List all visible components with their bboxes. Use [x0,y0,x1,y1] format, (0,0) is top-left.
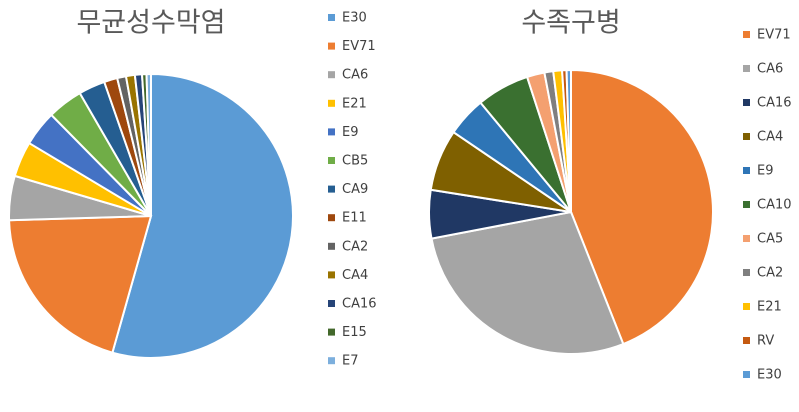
pie-slice [145,72,152,217]
pie-slice [111,72,294,359]
legend-label: E30 [342,11,367,26]
legend-label: E21 [342,96,367,111]
legend-label: CA9 [342,182,368,197]
chart-left: 무균성수막염 E30 EV71 CA6 E21 E9 CB5 CA9 E11 CA2 CA4 CA16… [8,8,377,369]
legend-marker [328,357,335,365]
legend-label: E9 [342,125,359,140]
legend-marker [743,269,750,276]
chart-title: 무균성수막염 [76,8,225,39]
legend-marker [328,214,335,222]
legend-marker [743,167,750,174]
legend-marker [328,71,335,79]
legend-marker [743,31,750,38]
legend-label: EV71 [757,28,791,43]
pie-slice [8,214,153,354]
legend-label: E9 [757,164,774,179]
legend-label: E11 [342,211,367,226]
legend-label: CA2 [342,239,368,254]
legend-label: CA16 [757,96,792,111]
legend-marker [743,371,750,378]
legend-label: CA10 [757,198,792,213]
legend-label: CA4 [342,268,368,283]
chart-title: 수족구병 [521,8,620,39]
legend-label: RV [757,334,774,349]
legend-label: E30 [757,368,782,383]
legend-label: EV71 [342,39,376,54]
legend-marker [328,14,335,21]
legend-label: CB5 [342,154,368,169]
legend-label: CA5 [757,232,783,247]
legend-marker [743,201,750,208]
legend-marker [328,328,335,336]
chart-right: 수족구병 EV71 CA6 CA16 CA4 E9 CA10 CA5 CA2 E21 RV E30 [428,8,792,383]
legend-label: CA4 [757,130,783,145]
legend-marker [743,235,750,242]
legend-marker [328,300,335,307]
legend-marker [328,42,335,50]
legend-label: E15 [342,325,367,340]
legend-marker [743,337,750,344]
legend-label: CA16 [342,297,377,312]
legend-marker [328,242,335,250]
legend-marker [743,303,750,310]
legend-marker [328,157,335,164]
legend-marker [328,185,335,193]
legend-label: E7 [342,354,359,369]
pie-slice [430,210,625,355]
legend-marker [328,128,335,136]
legend-label: CA6 [342,68,368,83]
legend-marker [328,271,335,279]
pie-slice [570,68,714,346]
legend-marker [743,99,750,106]
legend-label: CA6 [757,62,783,77]
legend-marker [743,65,750,72]
legend-marker [743,133,750,140]
legend-marker [328,99,335,107]
legend-label: CA2 [757,266,783,281]
pie-slice [565,68,572,213]
legend-label: E21 [757,300,782,315]
